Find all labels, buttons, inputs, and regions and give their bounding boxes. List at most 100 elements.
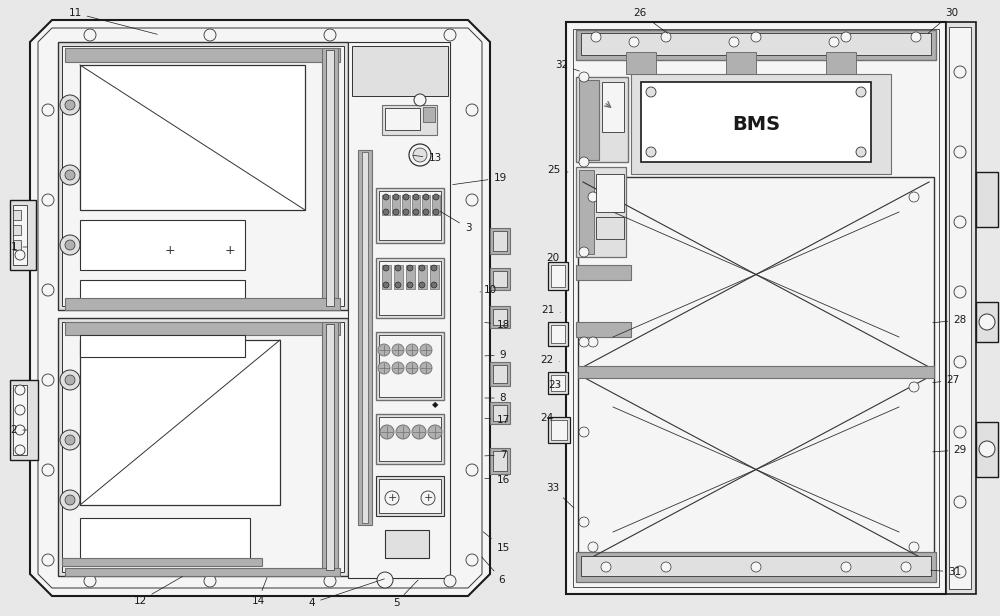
Text: 3: 3	[440, 211, 471, 233]
Circle shape	[42, 104, 54, 116]
Text: 10: 10	[480, 285, 497, 295]
Bar	[581, 556, 931, 576]
Text: 11: 11	[68, 8, 157, 34]
Text: 31: 31	[931, 567, 962, 577]
Circle shape	[954, 496, 966, 508]
Circle shape	[433, 209, 439, 215]
Circle shape	[588, 337, 598, 347]
Bar	[576, 77, 628, 162]
Circle shape	[979, 314, 995, 330]
Circle shape	[629, 37, 639, 47]
Circle shape	[42, 464, 54, 476]
Text: 12: 12	[133, 577, 183, 606]
Bar	[382, 265, 391, 289]
Bar	[490, 362, 510, 386]
Text: 9: 9	[485, 350, 506, 360]
Text: 21: 21	[541, 305, 560, 315]
Circle shape	[444, 575, 456, 587]
Text: 4: 4	[309, 579, 384, 608]
Circle shape	[15, 385, 25, 395]
Circle shape	[579, 427, 589, 437]
Circle shape	[413, 209, 419, 215]
Circle shape	[431, 282, 437, 288]
Bar	[80, 220, 245, 270]
Circle shape	[661, 562, 671, 572]
Bar	[382, 105, 437, 135]
Bar	[418, 265, 427, 289]
Text: 32: 32	[555, 60, 579, 71]
Bar	[322, 48, 338, 308]
Bar	[493, 405, 507, 421]
Circle shape	[428, 425, 442, 439]
Bar	[490, 228, 510, 254]
Bar	[379, 191, 441, 240]
Bar	[385, 108, 420, 130]
Circle shape	[392, 344, 404, 356]
Bar	[379, 479, 441, 513]
Bar	[602, 82, 624, 132]
Bar	[493, 309, 507, 325]
Circle shape	[42, 554, 54, 566]
Bar	[596, 174, 624, 212]
Bar	[362, 152, 368, 523]
Circle shape	[65, 495, 75, 505]
Bar	[412, 195, 420, 215]
Text: 8: 8	[485, 393, 506, 403]
Circle shape	[979, 441, 995, 457]
Circle shape	[579, 157, 589, 167]
Bar	[548, 372, 568, 394]
Circle shape	[42, 194, 54, 206]
Bar	[382, 195, 390, 215]
Circle shape	[729, 37, 739, 47]
Bar	[490, 306, 510, 328]
Text: 26: 26	[633, 8, 668, 33]
Circle shape	[378, 362, 390, 374]
Bar	[551, 420, 567, 440]
Bar	[13, 240, 21, 250]
Bar	[726, 52, 756, 74]
Circle shape	[84, 575, 96, 587]
Bar	[576, 167, 626, 257]
Circle shape	[420, 344, 432, 356]
Bar	[490, 448, 510, 474]
Bar	[548, 262, 568, 290]
Bar	[80, 335, 245, 357]
Circle shape	[378, 344, 390, 356]
Circle shape	[433, 194, 439, 200]
Circle shape	[383, 265, 389, 271]
Bar	[322, 322, 338, 572]
Bar	[376, 188, 444, 243]
Circle shape	[393, 194, 399, 200]
Circle shape	[383, 194, 389, 200]
Circle shape	[444, 29, 456, 41]
Bar	[490, 402, 510, 424]
Bar	[551, 375, 565, 391]
Bar	[80, 340, 280, 505]
Circle shape	[856, 87, 866, 97]
Circle shape	[588, 542, 598, 552]
Circle shape	[646, 147, 656, 157]
Text: 30: 30	[928, 8, 959, 33]
Bar	[641, 82, 871, 162]
Circle shape	[383, 209, 389, 215]
Bar	[826, 52, 856, 74]
Text: 13: 13	[413, 153, 442, 163]
Circle shape	[60, 95, 80, 115]
Bar	[578, 177, 934, 567]
Circle shape	[911, 32, 921, 42]
Circle shape	[84, 29, 96, 41]
Text: 18: 18	[485, 320, 510, 330]
Bar	[379, 261, 441, 315]
Circle shape	[431, 265, 437, 271]
Circle shape	[393, 209, 399, 215]
Bar	[976, 172, 998, 227]
Text: 7: 7	[485, 450, 506, 460]
Circle shape	[419, 282, 425, 288]
Circle shape	[954, 356, 966, 368]
Bar	[430, 265, 439, 289]
Circle shape	[661, 32, 671, 42]
Bar	[13, 210, 21, 220]
Bar	[80, 518, 250, 560]
Bar	[13, 205, 27, 265]
Circle shape	[407, 265, 413, 271]
